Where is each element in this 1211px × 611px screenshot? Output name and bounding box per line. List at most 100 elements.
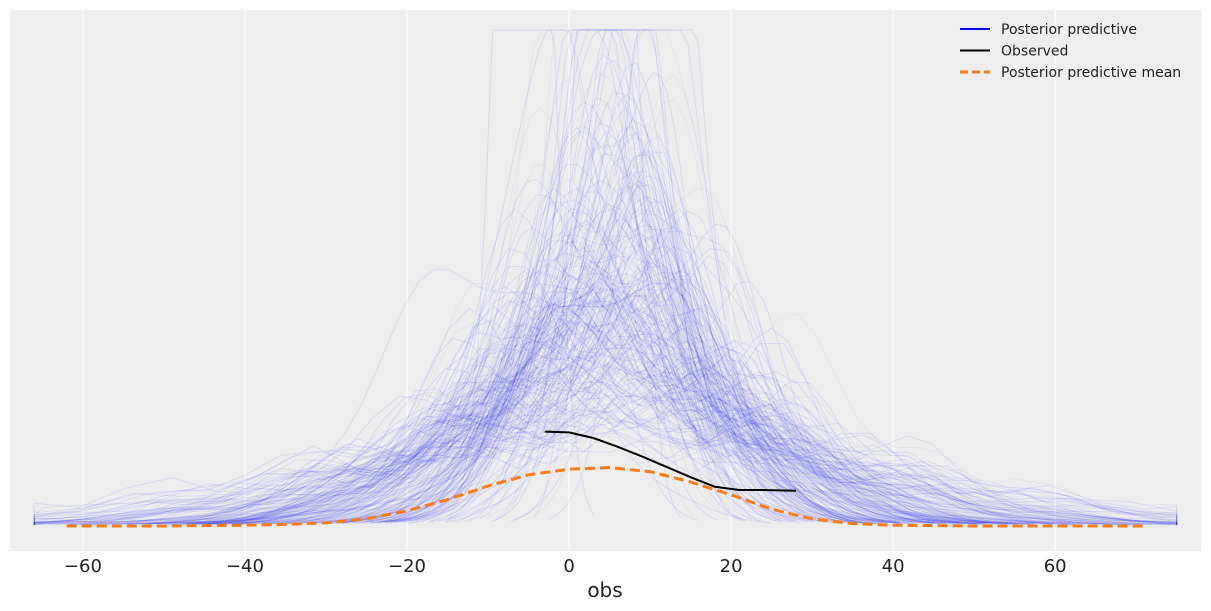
posterior-predictive-mean-line	[66, 466, 1145, 528]
posterior-predictive-draw	[306, 283, 932, 524]
posterior-predictive-draw	[394, 136, 855, 523]
posterior-predictive-draw	[229, 288, 967, 524]
posterior-predictive-draw	[422, 73, 747, 522]
posterior-predictive-draw	[384, 191, 859, 523]
x-tick-label: −60	[64, 556, 102, 577]
posterior-predictive-draw	[212, 342, 1178, 525]
posterior-predictive-draw	[264, 258, 912, 525]
posterior-predictive-draw	[445, 29, 738, 520]
posterior-predictive-draw	[77, 343, 1153, 526]
posterior-predictive-draw	[124, 307, 935, 525]
posterior-predictive-draw	[34, 357, 1177, 526]
posterior-predictive-draw	[341, 240, 898, 524]
posterior-predictive-draw	[69, 368, 1133, 525]
legend-label: Posterior predictive	[1001, 22, 1137, 38]
posterior-predictive-draw	[281, 257, 990, 525]
posterior-predictive-draw	[200, 296, 988, 524]
posterior-predictive-draw	[412, 29, 803, 524]
posterior-predictive-draw	[104, 321, 1015, 525]
posterior-predictive-draw	[206, 260, 940, 525]
posterior-predictive-draw	[33, 416, 1178, 525]
posterior-predictive-draw	[213, 313, 1019, 525]
posterior-predictive-draw	[225, 285, 1042, 525]
posterior-predictive-draw	[233, 281, 1016, 525]
posterior-predictive-draw	[169, 323, 1050, 525]
posterior-predictive-draw	[33, 402, 1178, 526]
posterior-predictive-draw	[208, 265, 876, 525]
posterior-predictive-draw	[325, 203, 889, 524]
posterior-predictive-draw	[33, 399, 1178, 526]
posterior-predictive-draw	[33, 394, 1178, 526]
posterior-predictive-draw	[343, 208, 882, 524]
posterior-predictive-draw	[276, 207, 838, 525]
posterior-predictive-draw	[208, 282, 870, 525]
posterior-predictive-draw	[401, 210, 899, 523]
posterior-predictive-draw	[263, 260, 917, 525]
posterior-predictive-draw	[327, 240, 881, 524]
posterior-predictive-draw	[407, 137, 837, 523]
posterior-predictive-draw	[33, 364, 1178, 525]
posterior-predictive-draw	[330, 197, 906, 525]
posterior-predictive-draw	[330, 312, 1141, 525]
posterior-predictive-draw	[225, 288, 983, 525]
posterior-predictive-draw	[186, 268, 771, 524]
posterior-predictive-draw	[426, 103, 759, 522]
posterior-predictive-draw	[155, 333, 1111, 525]
posterior-predictive-draw	[388, 163, 809, 523]
posterior-predictive-draw	[240, 286, 987, 524]
posterior-predictive-draw	[186, 333, 1001, 525]
posterior-predictive-draw	[376, 125, 864, 524]
posterior-predictive-draw	[362, 153, 896, 525]
posterior-predictive-draw	[335, 122, 838, 525]
posterior-predictive-draw	[174, 320, 1031, 525]
posterior-predictive-draw	[185, 284, 1016, 525]
posterior-predictive-draw	[453, 131, 780, 523]
posterior-predictive-draw	[182, 285, 960, 524]
posterior-predictive-draw	[411, 62, 821, 524]
posterior-predictive-draw	[181, 293, 1047, 525]
x-axis-label: obs	[587, 578, 622, 602]
posterior-predictive-draw	[76, 357, 1154, 525]
posterior-predictive-draw	[260, 291, 940, 525]
posterior-predictive-draw	[117, 328, 1071, 525]
posterior-predictive-draw	[357, 126, 846, 524]
posterior-predictive-draw	[496, 29, 742, 522]
posterior-predictive-draw	[231, 287, 1034, 525]
posterior-predictive-draw	[206, 329, 1103, 525]
posterior-predictive-draw	[192, 305, 1084, 525]
posterior-predictive-draw	[161, 305, 1023, 525]
x-tick-label: 60	[1044, 556, 1067, 577]
posterior-predictive-draw	[183, 303, 1008, 525]
posterior-predictive-draw	[327, 187, 853, 524]
posterior-predictive-draw	[33, 402, 1178, 526]
posterior-predictive-draw	[358, 149, 880, 525]
posterior-predictive-draw	[231, 271, 966, 525]
posterior-predictive-draw	[385, 118, 856, 524]
posterior-predictive-draw	[463, 187, 871, 522]
posterior-predictive-draw	[180, 303, 1024, 525]
posterior-predictive-draw	[205, 322, 1053, 525]
posterior-predictive-draw	[111, 340, 1036, 525]
posterior-predictive-draw	[377, 151, 856, 524]
posterior-predictive-draw	[33, 402, 1178, 525]
posterior-predictive-draw	[395, 29, 699, 521]
posterior-predictive-draw	[237, 292, 963, 525]
posterior-predictive-draw	[299, 252, 891, 524]
posterior-predictive-draw	[270, 287, 992, 525]
posterior-predictive-draw	[307, 231, 887, 524]
posterior-predictive-draw	[349, 178, 792, 523]
posterior-predictive-draw	[212, 306, 1032, 525]
posterior-predictive-draw	[205, 287, 920, 525]
posterior-predictive-draw	[288, 219, 885, 524]
posterior-predictive-draw	[33, 372, 1177, 525]
posterior-predictive-draw	[33, 408, 1178, 525]
posterior-predictive-draw	[234, 262, 973, 525]
posterior-predictive-draw	[364, 170, 857, 524]
posterior-predictive-draw	[210, 244, 901, 525]
x-tick-labels: −60 −40 −20 0 20 40 60	[64, 556, 1067, 577]
posterior-predictive-draw	[80, 347, 1141, 526]
posterior-predictive-draw	[390, 29, 748, 523]
posterior-predictive-draw	[231, 278, 969, 525]
posterior-predictive-draw	[369, 208, 846, 523]
posterior-predictive-draw	[371, 201, 960, 524]
